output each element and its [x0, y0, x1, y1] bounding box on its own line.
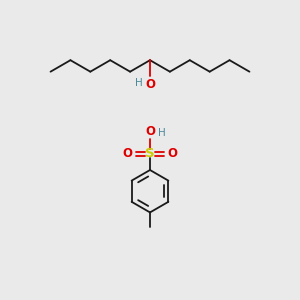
Text: O: O — [145, 78, 155, 91]
Text: O: O — [123, 147, 133, 160]
Text: O: O — [145, 124, 155, 138]
Text: H: H — [135, 78, 143, 88]
Text: O: O — [167, 147, 177, 160]
Text: S: S — [145, 147, 155, 160]
Text: H: H — [158, 128, 166, 138]
